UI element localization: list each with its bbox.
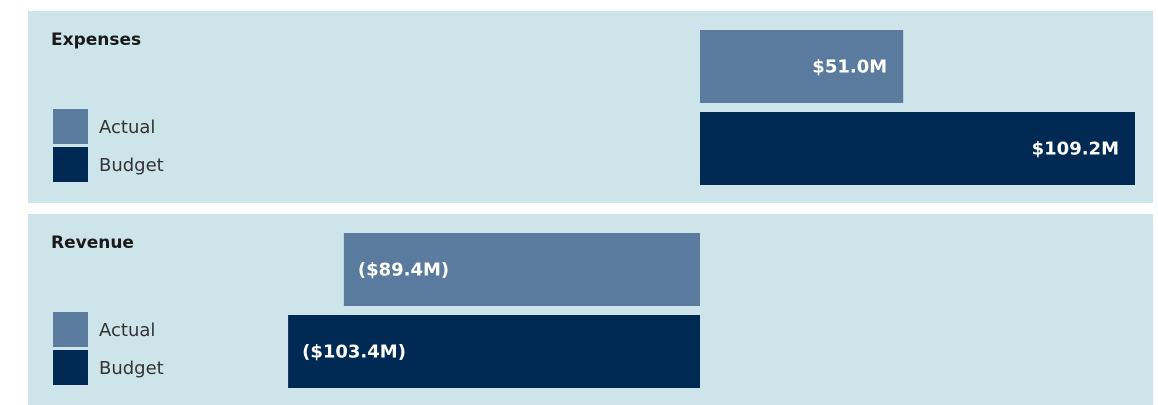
legend-swatch (53, 109, 88, 144)
legend-label: Budget (99, 358, 164, 379)
value-label: $51.0M (812, 57, 887, 78)
legend-swatch (53, 147, 88, 182)
bar (288, 315, 700, 388)
value-label: ($89.4M) (358, 260, 449, 281)
legend-label: Budget (99, 155, 164, 176)
legend-swatch (53, 312, 88, 347)
legend-label: Actual (99, 117, 155, 138)
legend-label: Actual (99, 320, 155, 341)
value-label: ($103.4M) (302, 342, 406, 363)
bar (700, 112, 1135, 185)
bar (700, 30, 904, 103)
panel-title: Revenue (51, 233, 134, 253)
panel-title: Expenses (51, 30, 141, 50)
legend-swatch (53, 350, 88, 385)
bar (343, 233, 700, 306)
value-label: $109.2M (1032, 139, 1119, 160)
